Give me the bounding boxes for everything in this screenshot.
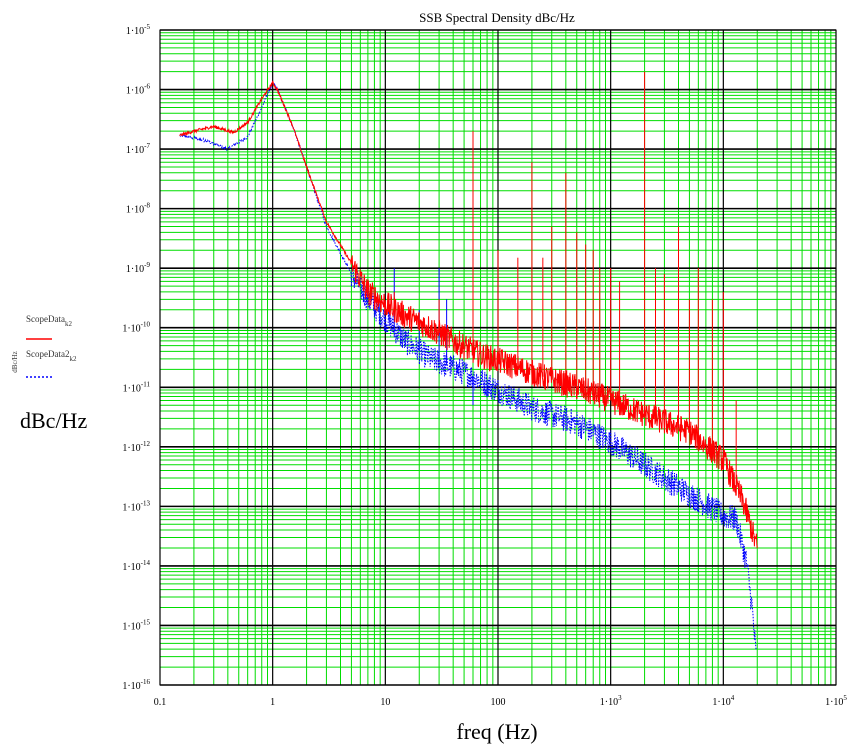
y-tick-label: 1·10-16 [122,678,150,692]
y-axis-label-small: dBc/Hz [11,351,19,372]
series-layer [179,71,758,650]
x-tick-label: 1·103 [600,694,622,708]
legend-entry-1-label: ScopeDatak2 [26,314,72,328]
y-tick-label: 1·10-15 [122,618,150,632]
x-tick-label: 1·105 [825,694,847,708]
x-axis-ticks: 0.1 1 10 100 1·103 1·104 1·105 [154,694,848,708]
y-axis-ticks: 1·10-5 1·10-6 1·10-7 1·10-8 1·10-9 1·10-10 1·1… [122,23,150,692]
x-axis-label: freq (Hz) [456,719,537,744]
series-1-line [179,80,758,549]
y-tick-label: 1·10-12 [122,440,150,454]
y-tick-label: 1·10-7 [126,142,151,156]
chart-title: SSB Spectral Density dBc/Hz [419,10,575,25]
y-tick-label: 1·10-8 [126,202,151,216]
y-tick-label: 1·10-9 [126,261,151,275]
x-tick-label: 1·104 [712,694,734,708]
x-tick-label: 100 [491,697,506,708]
y-axis-label: dBc/Hz [20,408,87,433]
y-tick-label: 1·10-13 [122,499,150,513]
y-tick-label: 1·10-11 [123,380,151,394]
legend: ScopeDatak2 ScopeData2k2 [26,314,77,378]
x-tick-label: 1 [270,697,275,708]
plot-frame [159,29,837,686]
y-tick-label: 1·10-10 [122,321,150,335]
x-tick-label: 10 [380,697,390,708]
y-tick-label: 1·10-6 [126,83,151,97]
legend-entry-2-label: ScopeData2k2 [26,349,77,363]
y-tick-label: 1·10-14 [122,559,150,573]
y-tick-label: 1·10-5 [126,23,151,37]
x-tick-label: 0.1 [154,697,167,708]
